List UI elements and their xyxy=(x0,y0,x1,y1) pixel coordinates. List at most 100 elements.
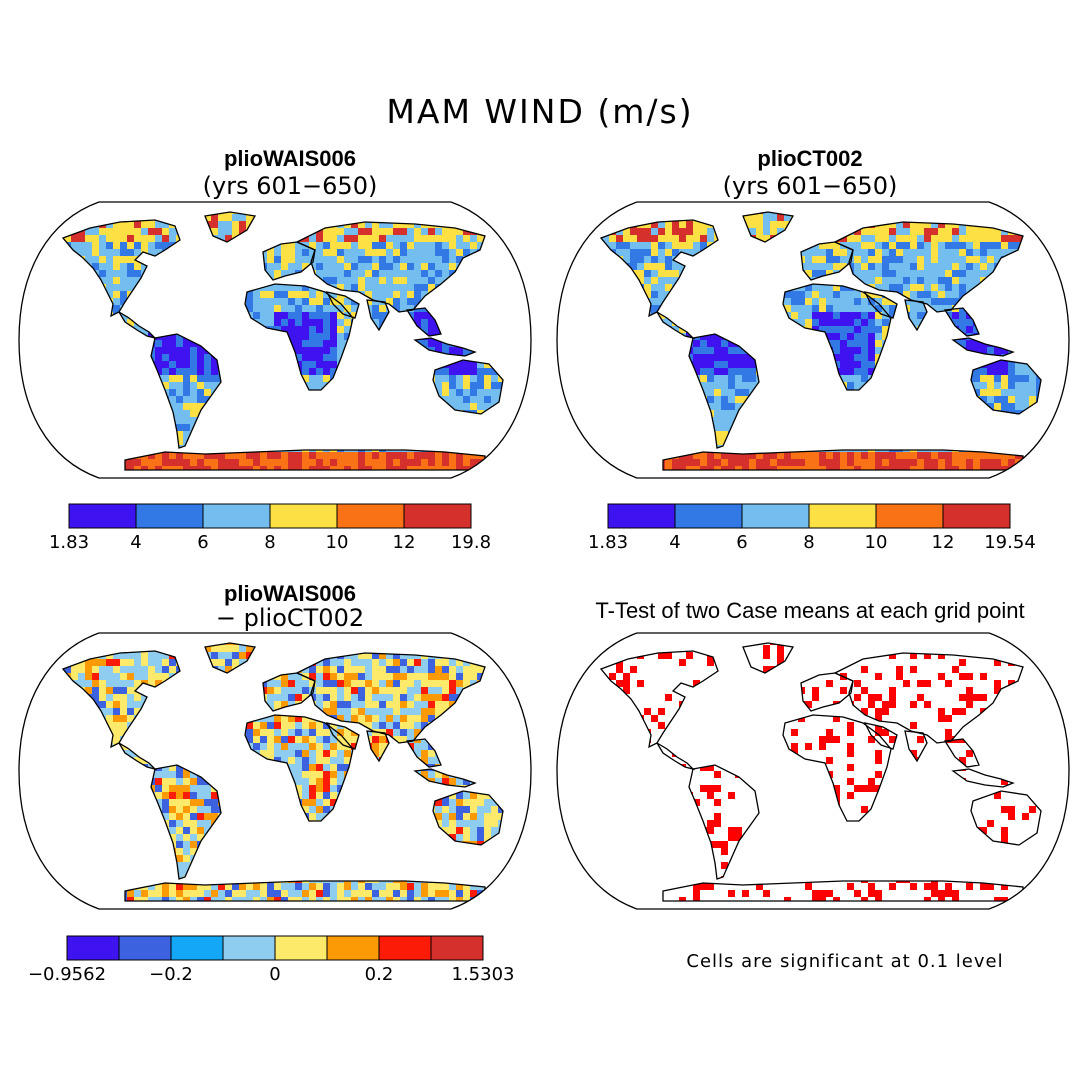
map-cell xyxy=(819,249,826,256)
map-cell xyxy=(616,235,623,242)
map-cell xyxy=(344,319,351,326)
map-cell xyxy=(756,214,763,221)
map-cell xyxy=(155,354,162,361)
map-cell xyxy=(127,466,134,470)
map-cell xyxy=(358,284,365,291)
map-cell xyxy=(875,277,882,284)
map-cell xyxy=(379,459,386,466)
map-cell xyxy=(672,228,679,235)
map-cell xyxy=(868,291,875,298)
map-cell xyxy=(526,249,533,256)
map-cell xyxy=(637,242,644,249)
map-cell xyxy=(323,466,330,470)
map-cell xyxy=(344,256,351,263)
map-cell xyxy=(896,263,903,270)
map-cell xyxy=(903,249,910,256)
map-cell xyxy=(609,235,616,242)
map-cell xyxy=(924,249,931,256)
map-cell xyxy=(910,228,917,235)
map-cell xyxy=(295,312,302,319)
map-cell xyxy=(637,270,644,277)
map-cell xyxy=(1064,207,1071,214)
map-cell xyxy=(868,242,875,249)
map-cell xyxy=(176,431,183,438)
map-cell xyxy=(805,291,812,298)
map-cell xyxy=(295,305,302,312)
map-cell xyxy=(917,263,924,270)
map-cell xyxy=(938,242,945,249)
map-cell xyxy=(833,256,840,263)
map-cell xyxy=(155,361,162,368)
map-cell xyxy=(658,235,665,242)
map-cell xyxy=(1015,368,1022,375)
map-cell xyxy=(763,235,770,242)
map-cell xyxy=(113,249,120,256)
map-cell xyxy=(22,256,29,263)
map-cell xyxy=(162,452,169,459)
map-cell xyxy=(330,347,337,354)
map-cell xyxy=(316,291,323,298)
map-cell xyxy=(770,228,777,235)
map-cell xyxy=(281,459,288,466)
map-cell xyxy=(183,466,190,470)
map-cell xyxy=(910,242,917,249)
map-cell xyxy=(861,291,868,298)
map-cell xyxy=(421,452,428,459)
map-cell xyxy=(358,466,365,470)
map-cell xyxy=(267,312,274,319)
map-cell xyxy=(616,242,623,249)
map-cell xyxy=(15,298,22,305)
map-cell xyxy=(323,452,330,459)
map-cell xyxy=(22,459,29,466)
map-cell xyxy=(288,291,295,298)
map-cell xyxy=(15,410,22,417)
map-cell xyxy=(735,361,742,368)
map-cell xyxy=(302,249,309,256)
map-cell xyxy=(966,249,973,256)
map-cell xyxy=(658,270,665,277)
map-cell xyxy=(15,438,22,445)
map-cell xyxy=(267,452,274,459)
map-cell xyxy=(973,242,980,249)
map-cell xyxy=(889,305,896,312)
map-cell xyxy=(484,212,491,214)
map-cell xyxy=(281,305,288,312)
map-cell xyxy=(819,291,826,298)
map-cell xyxy=(134,263,141,270)
map-cell xyxy=(288,459,295,466)
map-cell xyxy=(519,445,526,452)
map-cell xyxy=(847,368,854,375)
map-cell xyxy=(127,277,134,284)
map-cell xyxy=(763,214,770,221)
map-cell xyxy=(400,242,407,249)
map-cell xyxy=(365,256,372,263)
map-cell xyxy=(456,396,463,403)
map-cell xyxy=(952,270,959,277)
map-cell xyxy=(190,368,197,375)
map-cell xyxy=(938,228,945,235)
map-cell xyxy=(190,354,197,361)
map-cell xyxy=(225,235,232,242)
map-cell xyxy=(176,361,183,368)
map-cell xyxy=(386,235,393,242)
map-cell xyxy=(183,452,190,459)
map-cell xyxy=(1057,249,1064,256)
map-cell xyxy=(756,221,763,228)
map-cell xyxy=(330,459,337,466)
map-cell xyxy=(162,347,169,354)
map-cell xyxy=(414,298,421,305)
map-cell xyxy=(428,277,435,284)
map-cell xyxy=(260,466,267,470)
map-cell xyxy=(966,228,973,235)
map-cell xyxy=(141,235,148,242)
map-cell xyxy=(197,382,204,389)
map-cell xyxy=(246,452,253,459)
map-cell xyxy=(36,466,43,473)
map-cell xyxy=(127,242,134,249)
map-cell xyxy=(700,361,707,368)
map-cell xyxy=(267,291,274,298)
map-cell xyxy=(1071,228,1073,235)
map-cell xyxy=(295,284,302,291)
map-cell xyxy=(1050,242,1057,249)
map-cell xyxy=(449,375,456,382)
